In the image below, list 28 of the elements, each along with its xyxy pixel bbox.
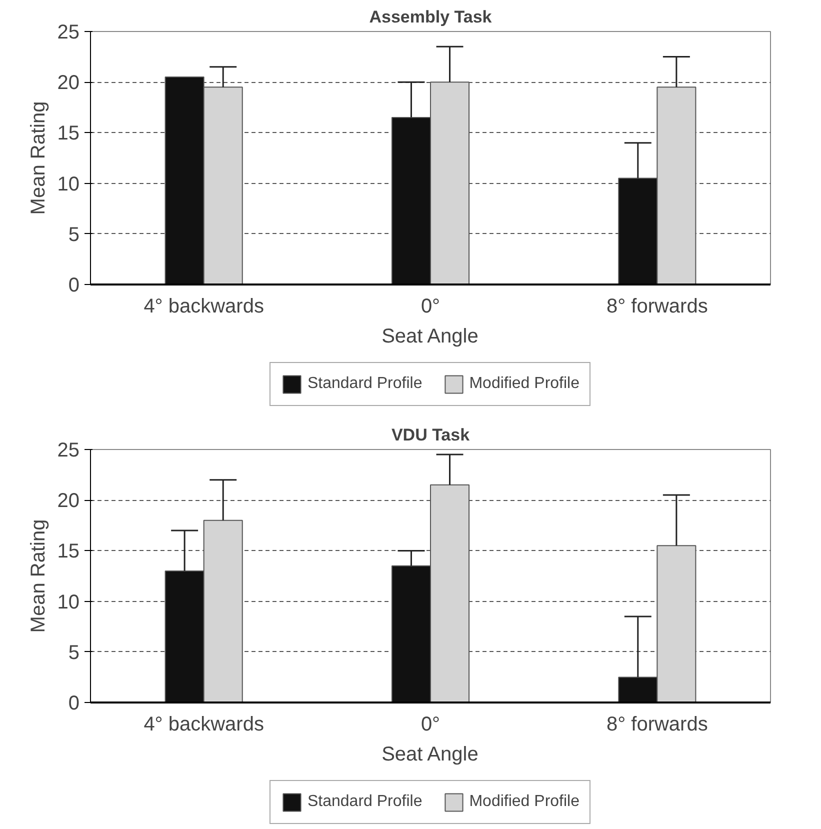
y-tick-label: 20 (57, 490, 80, 512)
y-tick-label: 10 (57, 591, 80, 614)
x-axis-title: Seat Angle (382, 744, 478, 766)
chart-title: VDU Task (391, 426, 470, 444)
legend-label: Standard Profile (307, 375, 422, 393)
legend-label: Modified Profile (469, 375, 580, 393)
y-axis-title: Mean Rating (27, 101, 50, 215)
y-axis-title: Mean Rating (27, 519, 50, 633)
x-axis-title: Seat Angle (382, 326, 478, 348)
y-tick-label: 20 (57, 72, 80, 94)
y-tick-label: 0 (68, 692, 80, 714)
legend-label: Modified Profile (469, 793, 580, 811)
x-tick-label: 8° forwards (606, 296, 708, 318)
y-tick-label: 5 (68, 642, 80, 664)
x-tick-label: 0° (420, 296, 440, 318)
x-tick-label: 4° backwards (144, 296, 264, 318)
y-tick-label: 5 (68, 224, 80, 246)
y-tick-label: 15 (57, 540, 80, 563)
chart-title: Assembly Task (369, 8, 492, 26)
y-tick-label: 10 (57, 173, 80, 196)
x-tick-label: 0° (420, 714, 440, 736)
y-tick-label: 25 (57, 22, 80, 44)
y-tick-label: 25 (57, 440, 80, 462)
x-tick-label: 4° backwards (144, 714, 264, 736)
legend-label: Standard Profile (307, 793, 422, 811)
x-tick-label: 8° forwards (606, 714, 708, 736)
y-tick-label: 15 (57, 122, 80, 145)
y-tick-label: 0 (68, 274, 80, 296)
